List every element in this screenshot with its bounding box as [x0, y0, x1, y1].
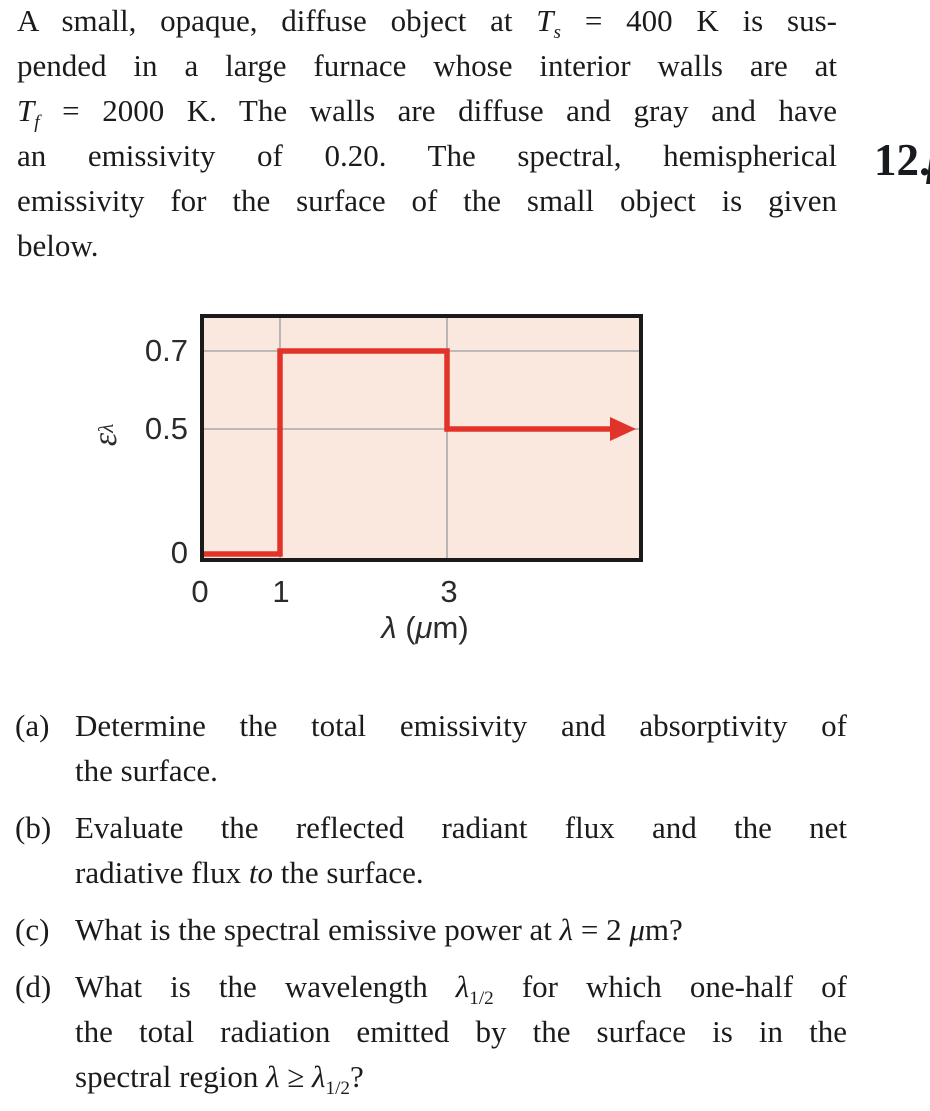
y-tick-0: 0: [170, 535, 188, 570]
intro-line: below.: [17, 223, 837, 268]
part-text-run: the total radiation emitted by the surfa…: [75, 1014, 847, 1049]
part-text-run: ≥: [279, 1059, 313, 1094]
part-a: (a) Determine the total emissivity and a…: [15, 703, 847, 793]
y-tick-0.5: 0.5: [144, 411, 188, 446]
part-line: the surface.: [75, 748, 847, 793]
part-c: (c) What is the spectral emissive power …: [15, 907, 847, 952]
intro-text: = 2000 K. The walls are diffuse and gray…: [39, 93, 837, 128]
part-text: What is the spectral emissive power at λ…: [75, 907, 847, 952]
italic-to: to: [248, 855, 274, 890]
plot-canvas: [204, 318, 639, 558]
half-subscript: 1/2: [325, 1078, 351, 1100]
part-text-run: Determine the total emissivity and absor…: [75, 708, 847, 743]
intro-line: Tf = 2000 K. The walls are diffuse and g…: [17, 88, 837, 133]
mu-symbol: μ: [629, 912, 645, 947]
intro-line: an emissivity of 0.20. The spectral, hem…: [17, 133, 837, 178]
part-label: (a): [15, 708, 50, 743]
part-text: What is the wavelength λ1/2 for which on…: [75, 964, 847, 1099]
part-text-run: = 2: [573, 912, 630, 947]
part-label: (d): [15, 969, 52, 1004]
part-d: (d) What is the wavelength λ1/2 for whic…: [15, 964, 847, 1099]
intro-line: A small, opaque, diffuse object at Ts = …: [17, 0, 837, 43]
y-tick-0.7: 0.7: [144, 333, 188, 368]
lambda-symbol: λ: [559, 912, 574, 947]
lambda-symbol: λ: [312, 1059, 326, 1094]
part-text-run: the surface.: [75, 753, 218, 788]
intro-paragraph: A small, opaque, diffuse object at Ts = …: [17, 0, 837, 268]
part-b: (b) Evaluate the reflected radiant flux …: [15, 805, 847, 895]
lambda-symbol: λ: [266, 1059, 280, 1094]
mu-symbol: μ: [415, 610, 433, 645]
half-subscript: 1/2: [469, 988, 494, 1010]
part-line: What is the spectral emissive power at λ…: [75, 907, 847, 952]
part-text-run: What is the spectral emissive power at: [75, 912, 560, 947]
part-line: radiative flux to the surface.: [75, 850, 847, 895]
intro-text: A small, opaque, diffuse object at: [17, 3, 537, 38]
intro-text: pended in a large furnace whose interior…: [17, 48, 837, 83]
x-tick-0: 0: [191, 574, 209, 609]
part-text-run: for which one-half of: [493, 969, 847, 1004]
right-arrow-icon: [610, 417, 636, 441]
part-text-run: spectral region: [75, 1059, 267, 1094]
subscript-s: s: [553, 22, 562, 44]
variable-T: T: [536, 3, 554, 38]
plot-area: [200, 314, 643, 562]
x-label-text: (: [396, 610, 416, 645]
part-text-run: radiative flux: [75, 855, 249, 890]
lambda-symbol: λ: [455, 969, 470, 1004]
part-text-run: Evaluate the reflected radiant flux and …: [75, 810, 847, 845]
x-tick-3: 3: [440, 574, 458, 609]
part-text-run: the surface.: [273, 855, 424, 890]
intro-line: emissivity for the surface of the small …: [17, 178, 837, 223]
x-axis-label: λ (μm): [325, 607, 525, 649]
part-label: (b): [15, 810, 52, 845]
part-text-run: What is the wavelength: [75, 969, 456, 1004]
part-text-run: m?: [644, 912, 683, 947]
question-parts: (a) Determine the total emissivity and a…: [15, 703, 847, 1111]
intro-text: below.: [17, 228, 99, 263]
lambda-symbol: λ: [381, 610, 397, 645]
part-line: Evaluate the reflected radiant flux and …: [75, 805, 847, 850]
subscript-f: f: [34, 112, 40, 134]
clipped-digit-sliver: [926, 158, 930, 184]
intro-text: an emissivity of 0.20. The spectral, hem…: [17, 138, 837, 173]
intro-text: = 400 K is sus-: [561, 3, 837, 38]
part-line: Determine the total emissivity and absor…: [75, 703, 847, 748]
part-text-run: ?: [350, 1059, 364, 1094]
emissivity-step-line: [204, 348, 612, 557]
part-text: Determine the total emissivity and absor…: [75, 703, 847, 793]
problem-number-fragment: 12.: [874, 135, 930, 185]
intro-text: emissivity for the surface of the small …: [17, 183, 837, 218]
intro-line: pended in a large furnace whose interior…: [17, 43, 837, 88]
part-line: the total radiation emitted by the surfa…: [75, 1009, 847, 1054]
variable-T: T: [17, 93, 35, 128]
part-label: (c): [15, 912, 50, 947]
part-text: Evaluate the reflected radiant flux and …: [75, 805, 847, 895]
x-tick-1: 1: [272, 574, 290, 609]
x-label-text: m): [432, 610, 469, 645]
part-line: spectral region λ ≥ λ1/2?: [75, 1054, 847, 1099]
part-line: What is the wavelength λ1/2 for which on…: [75, 964, 847, 1009]
